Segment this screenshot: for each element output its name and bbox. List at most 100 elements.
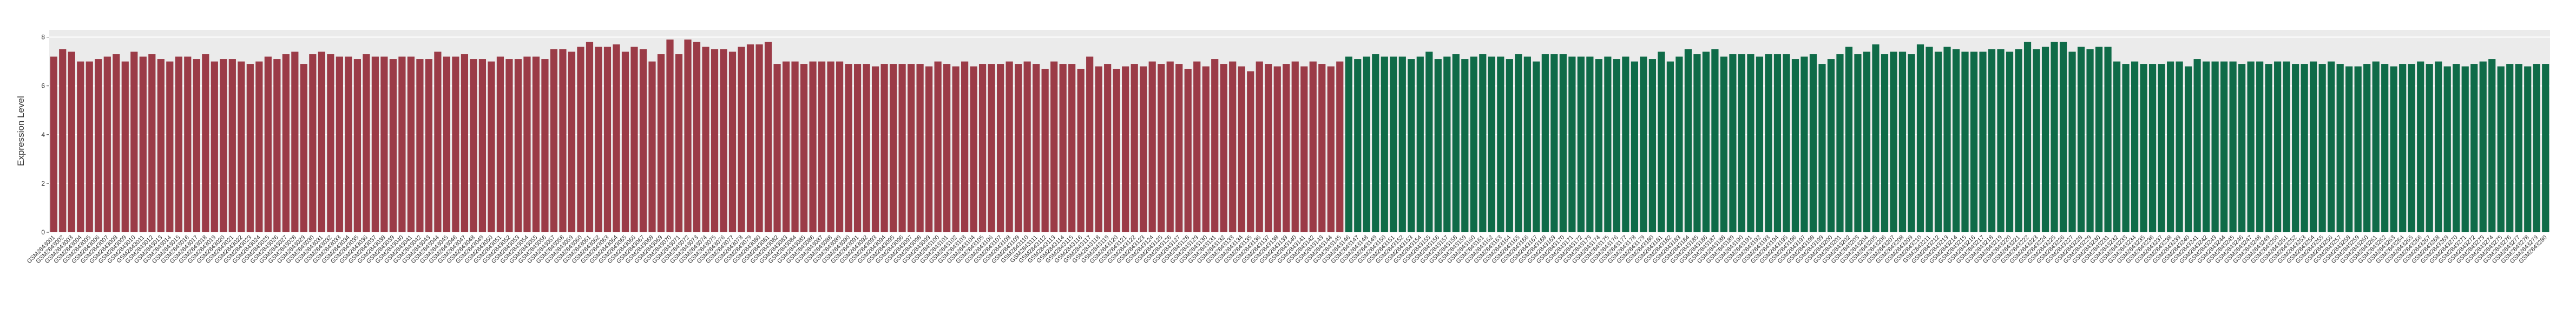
bar bbox=[1327, 66, 1335, 232]
bar bbox=[2122, 64, 2130, 232]
bar bbox=[2193, 59, 2201, 232]
bar bbox=[1211, 59, 1219, 232]
bar bbox=[1461, 59, 1469, 232]
bar bbox=[2283, 61, 2290, 233]
bar bbox=[1238, 66, 1245, 232]
bar bbox=[1908, 54, 1915, 232]
y-tick-label: 4 bbox=[41, 131, 45, 139]
bar bbox=[532, 56, 540, 233]
bar bbox=[1666, 61, 1674, 233]
bar bbox=[461, 54, 469, 232]
bar bbox=[1006, 61, 1013, 233]
y-axis-title: Expression Level bbox=[16, 96, 26, 166]
bar bbox=[853, 64, 862, 232]
bar bbox=[2033, 49, 2040, 233]
bar bbox=[255, 61, 263, 233]
bar bbox=[2229, 61, 2237, 233]
bar bbox=[166, 61, 174, 233]
bar bbox=[2318, 64, 2326, 232]
bar bbox=[889, 64, 897, 232]
bar bbox=[2211, 61, 2219, 233]
bar bbox=[657, 54, 665, 232]
bar bbox=[711, 49, 719, 233]
bar bbox=[1166, 61, 1174, 233]
bar bbox=[1479, 54, 1487, 232]
bar bbox=[827, 61, 834, 233]
bar bbox=[1756, 56, 1764, 233]
bar bbox=[693, 42, 701, 232]
bar bbox=[1934, 51, 1942, 233]
bar bbox=[1818, 64, 1826, 232]
bar bbox=[2023, 42, 2032, 232]
bar bbox=[1158, 64, 1165, 232]
bar bbox=[2515, 64, 2522, 232]
bar bbox=[1086, 56, 1094, 233]
bar bbox=[103, 56, 111, 233]
bar bbox=[50, 56, 57, 233]
bar bbox=[2479, 61, 2487, 233]
bar bbox=[300, 64, 307, 232]
bar bbox=[621, 51, 629, 233]
bar bbox=[2131, 61, 2139, 233]
bar bbox=[2292, 64, 2299, 232]
bar bbox=[2256, 61, 2264, 233]
bar bbox=[1220, 64, 1227, 232]
bar bbox=[478, 59, 487, 232]
bar bbox=[1658, 51, 1665, 233]
bar bbox=[1291, 61, 1299, 233]
bar bbox=[2453, 64, 2460, 232]
bar bbox=[2443, 66, 2451, 232]
bar bbox=[639, 49, 647, 233]
bar bbox=[541, 59, 549, 232]
bar bbox=[550, 49, 558, 233]
bar bbox=[2051, 42, 2058, 232]
bar bbox=[1140, 66, 1147, 232]
bar bbox=[1372, 54, 1379, 232]
bar bbox=[666, 40, 674, 232]
bar bbox=[1416, 56, 1424, 233]
bar bbox=[2408, 64, 2415, 232]
bar bbox=[2274, 61, 2282, 233]
bar bbox=[782, 61, 790, 233]
bar bbox=[2435, 61, 2442, 233]
bar bbox=[1425, 51, 1433, 233]
bar bbox=[2220, 61, 2228, 233]
bar bbox=[184, 56, 192, 233]
bar bbox=[1890, 51, 1897, 233]
bar bbox=[2310, 61, 2317, 233]
bar bbox=[1122, 66, 1129, 232]
bar bbox=[1202, 66, 1210, 232]
bar bbox=[1015, 64, 1022, 232]
bar bbox=[2426, 64, 2433, 232]
bar bbox=[273, 59, 281, 232]
bar bbox=[1523, 56, 1531, 233]
bar bbox=[2488, 59, 2496, 232]
bar bbox=[1926, 47, 1933, 232]
bar bbox=[113, 54, 120, 232]
bar bbox=[845, 64, 852, 232]
bar bbox=[2077, 47, 2085, 232]
bar bbox=[1622, 56, 1629, 233]
bar bbox=[514, 59, 522, 232]
bar bbox=[1283, 64, 1290, 232]
bar bbox=[318, 51, 325, 233]
y-tick-label: 2 bbox=[41, 180, 45, 187]
bar bbox=[809, 61, 817, 233]
bar bbox=[121, 61, 129, 233]
bar bbox=[1247, 71, 1254, 232]
bar bbox=[943, 64, 951, 232]
bar bbox=[613, 44, 620, 233]
bar bbox=[220, 59, 227, 232]
bar bbox=[2185, 66, 2192, 232]
bar bbox=[2166, 61, 2174, 233]
y-tick-label: 8 bbox=[41, 34, 45, 41]
bar bbox=[1273, 66, 1281, 232]
bar bbox=[2363, 64, 2371, 232]
bar bbox=[836, 61, 844, 233]
bar bbox=[211, 61, 218, 233]
bar bbox=[1863, 51, 1871, 233]
bar bbox=[345, 56, 352, 233]
bar bbox=[907, 64, 915, 232]
bar bbox=[2470, 64, 2478, 232]
bar bbox=[2203, 61, 2210, 233]
